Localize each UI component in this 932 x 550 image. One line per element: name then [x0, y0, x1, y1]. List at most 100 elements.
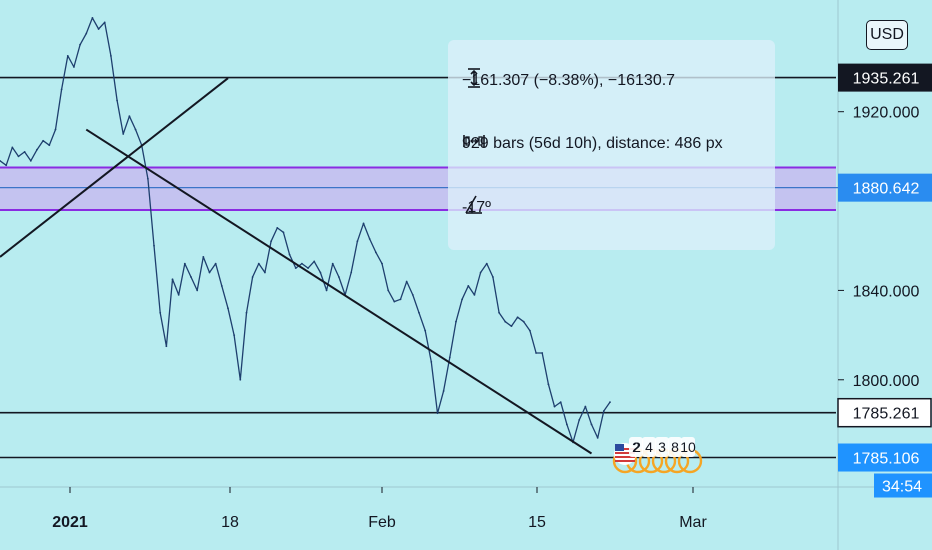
trend-line: [85, 128, 593, 455]
event-count: 3: [658, 439, 666, 455]
price-axis[interactable]: 1920.000 1840.000 1800.000 1935.261 1880.642…: [837, 63, 932, 498]
price-point: [171, 278, 174, 281]
flag-canton: [615, 444, 624, 451]
event-count-bg: [642, 437, 656, 457]
angle-icon: [465, 195, 482, 214]
price-point: [436, 412, 439, 415]
price-point: [609, 401, 611, 404]
price-point: [331, 262, 334, 265]
price-point: [66, 54, 69, 57]
price-point: [553, 405, 556, 408]
event-count-bg: [668, 437, 682, 457]
price-point: [584, 405, 587, 408]
price-point: [110, 54, 112, 57]
price-point: [602, 410, 605, 412]
price-point: [387, 289, 390, 292]
trend-line: [0, 77, 229, 258]
price-point: [288, 253, 291, 256]
price-point: [122, 133, 125, 135]
time-tick-label: Feb: [368, 514, 396, 531]
price-point: [97, 28, 100, 30]
event-count: 2: [632, 439, 640, 455]
price-point: [467, 285, 470, 287]
price-point: [91, 16, 94, 19]
price-point: [381, 262, 383, 265]
price-point: [85, 32, 88, 35]
price-point: [368, 238, 371, 240]
time-axis[interactable]: 2021 18 Feb 15 Mar: [52, 487, 707, 531]
price-point: [29, 159, 32, 162]
measure-angle-text: -17º: [462, 199, 491, 216]
price-point: [79, 43, 82, 46]
price-point: [257, 262, 260, 265]
price-point: [301, 262, 303, 265]
price-point: [442, 390, 445, 392]
price-point: [337, 276, 340, 278]
price-point: [596, 436, 599, 439]
price-point: [492, 276, 494, 278]
event-count: 8: [671, 439, 679, 455]
price-point: [54, 128, 57, 131]
trend-lines[interactable]: [0, 77, 593, 455]
price-tick-label: 1800.000: [853, 373, 920, 390]
price-point: [128, 115, 131, 118]
price-point: [220, 285, 223, 287]
price-line: [0, 17, 611, 443]
price-point: [196, 289, 199, 292]
price-point: [282, 231, 285, 234]
price-point: [134, 128, 137, 131]
measure-bars-row: 929 bars (56d 10h), distance: 486 px: [462, 129, 723, 159]
measure-price-text: −161.307 (−8.38%), −16130.7: [462, 72, 676, 89]
event-count: 4: [645, 439, 653, 455]
price-point: [270, 240, 273, 243]
level-price-tag-bg: [837, 397, 932, 428]
price-point: [23, 151, 26, 153]
price-point: [399, 298, 402, 301]
price-point: [479, 271, 482, 274]
time-tick-label: 15: [528, 514, 546, 531]
price-point: [73, 66, 75, 68]
price-point: [510, 325, 513, 328]
price-point: [528, 329, 531, 332]
price-tick-label: 1840.000: [853, 283, 920, 300]
time-tick-label: Mar: [679, 514, 707, 531]
current-price-tag: 1785.106: [853, 451, 920, 468]
price-point: [461, 298, 464, 301]
price-point: [48, 144, 51, 147]
price-point: [0, 159, 1, 162]
price-point: [541, 352, 544, 354]
price-point: [504, 320, 507, 323]
price-point: [245, 311, 248, 314]
price-point: [535, 352, 537, 354]
price-point: [227, 307, 229, 310]
price-point: [405, 280, 408, 283]
currency-badge[interactable]: USD: [866, 20, 908, 50]
event-count-bg: [655, 437, 669, 457]
price-point: [116, 99, 118, 102]
price-point: [214, 262, 217, 265]
horizontal-measure-icon: [463, 135, 485, 147]
zone-mid-price-tag: 1880.642: [853, 181, 920, 198]
measure-bars-text: 929 bars (56d 10h), distance: 486 px: [462, 135, 723, 152]
price-point: [177, 293, 180, 296]
price-point: [448, 356, 451, 359]
price-point: [183, 262, 186, 265]
price-point: [159, 311, 162, 314]
price-tick-label: 1920.000: [853, 105, 920, 122]
price-point: [522, 320, 525, 323]
price-point: [165, 345, 168, 348]
price-point: [565, 423, 568, 426]
event-badges[interactable]: 2 4 3 8 102: [612, 437, 703, 474]
time-tick-label: 2021: [52, 514, 88, 531]
price-point: [547, 383, 550, 386]
price-series: [0, 16, 611, 444]
price-point: [418, 311, 420, 314]
price-point: [146, 177, 149, 180]
price-point: [294, 267, 297, 269]
measure-tooltip: −161.307 (−8.38%), −16130.7 929 bars (56…: [448, 40, 775, 250]
price-point: [11, 146, 14, 149]
level-price-tag-bg: [838, 63, 932, 92]
countdown-bg: [874, 473, 932, 498]
price-point: [251, 276, 254, 278]
